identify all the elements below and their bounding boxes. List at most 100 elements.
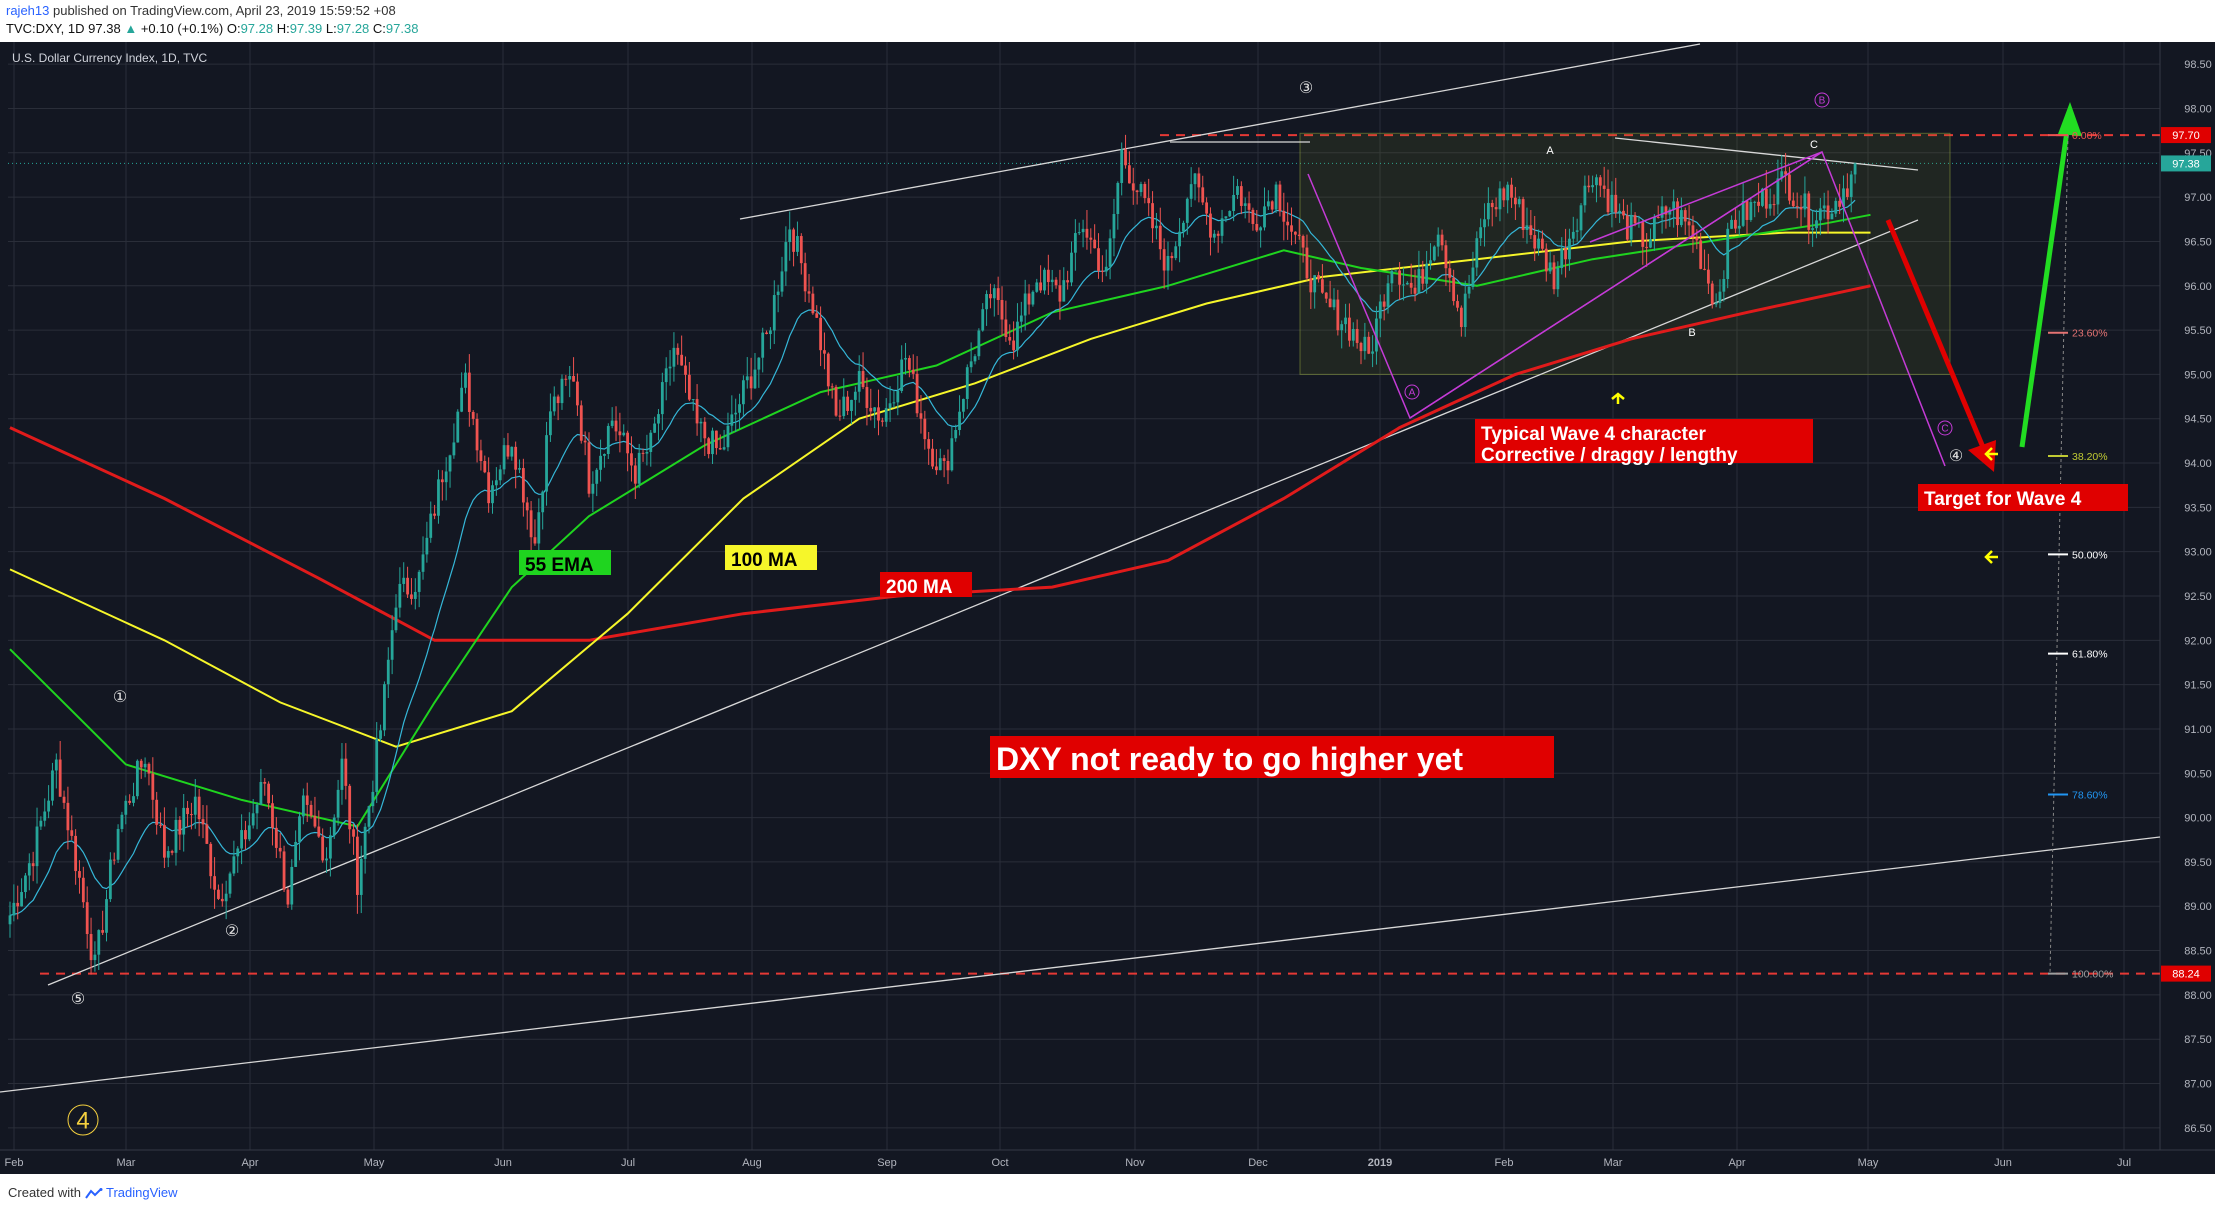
candle-body xyxy=(31,863,35,867)
candle-body xyxy=(1432,246,1436,261)
candle-body xyxy=(819,317,822,351)
candle-body xyxy=(657,414,660,424)
candle-body xyxy=(749,376,753,389)
candle-body xyxy=(687,374,691,400)
candle-body xyxy=(568,375,572,380)
candle-body xyxy=(1043,269,1046,291)
candle-body xyxy=(124,800,128,815)
candle-body xyxy=(1135,190,1139,193)
candle-body xyxy=(1286,221,1290,226)
candle-body xyxy=(1429,260,1432,264)
candle-body xyxy=(1691,225,1695,238)
time-tick-label: May xyxy=(1858,1157,1879,1169)
candle-body xyxy=(1386,283,1390,307)
candle-body xyxy=(525,502,529,511)
candle-body xyxy=(487,472,491,504)
candle-body xyxy=(595,469,599,484)
price-axis[interactable]: 98.5098.0097.5097.0096.5096.0095.5095.00… xyxy=(2159,42,2215,1174)
wave-label: ① xyxy=(113,689,127,706)
candle-body xyxy=(1290,225,1293,232)
time-tick-label: Sep xyxy=(877,1157,897,1169)
candle-body xyxy=(1139,184,1143,193)
candle-body xyxy=(1761,188,1764,206)
candle-body xyxy=(1618,210,1622,213)
candle-body xyxy=(236,848,240,857)
candle-body xyxy=(1131,183,1135,191)
candle-body xyxy=(1830,213,1834,220)
chart-svg[interactable]: 98.5098.0097.5097.0096.5096.0095.5095.00… xyxy=(0,42,2215,1174)
candle-body xyxy=(155,799,159,825)
candle-body xyxy=(81,877,85,903)
candle-body xyxy=(915,373,919,414)
candle-body xyxy=(421,554,425,572)
candle-body xyxy=(1672,201,1676,210)
candle-body xyxy=(618,431,622,436)
candle-body xyxy=(699,421,703,424)
fib-trend-line xyxy=(2049,135,2069,974)
candle-body xyxy=(471,411,475,419)
wave4-char-label-box xyxy=(1475,419,1813,463)
yellow-up-arrow-icon xyxy=(1611,392,1625,404)
time-tick-label: Jul xyxy=(621,1157,635,1169)
time-tick-label: Apr xyxy=(241,1157,258,1169)
candle-body xyxy=(1390,270,1394,284)
candle-body xyxy=(1568,238,1571,260)
price-tick-label: 86.50 xyxy=(2184,1123,2212,1135)
circled-c-label-circle xyxy=(1937,420,1953,436)
wave4-char-label-line: Corrective / draggy / lengthy xyxy=(1481,445,1738,466)
candle-body xyxy=(263,781,267,784)
candle-body xyxy=(1421,269,1425,284)
candle-body xyxy=(35,826,39,867)
publish-text: published on TradingView.com, April 23, … xyxy=(49,3,396,18)
candle-body xyxy=(1799,206,1803,210)
candle-body xyxy=(1344,317,1347,325)
abc-label: B xyxy=(1688,327,1695,339)
candle-body xyxy=(1066,280,1070,283)
candle-body xyxy=(1201,187,1205,203)
circled-a-label: A xyxy=(1409,388,1416,399)
candle-body xyxy=(1660,206,1664,218)
candle-body xyxy=(1054,279,1058,286)
author-link[interactable]: rajeh13 xyxy=(6,3,50,18)
candle-body xyxy=(1579,205,1583,231)
candle-body xyxy=(105,899,108,933)
candle-body xyxy=(1027,293,1031,305)
price-tick-label: 97.00 xyxy=(2184,192,2212,204)
candle-body xyxy=(1382,301,1386,307)
candle-body xyxy=(274,827,278,848)
candle-body xyxy=(166,851,170,858)
long-term-trendline xyxy=(0,836,2161,1093)
tradingview-link[interactable]: TradingView xyxy=(105,1185,178,1200)
candle-body xyxy=(850,399,853,411)
change-text: +0.10 (+0.1%) xyxy=(140,21,224,36)
candle-body xyxy=(1293,231,1297,235)
candle-body xyxy=(1529,225,1533,236)
time-axis-background[interactable] xyxy=(0,1150,2215,1174)
triangle-upper-line xyxy=(1614,137,1919,171)
candle-body xyxy=(1737,225,1741,229)
candle-body xyxy=(1394,270,1398,272)
candle-body xyxy=(1494,207,1498,210)
candle-body xyxy=(1456,301,1459,308)
low-label: L: xyxy=(325,21,337,36)
candle-body xyxy=(340,758,344,790)
candle-body xyxy=(1668,209,1672,215)
candle-body xyxy=(159,824,162,826)
candle-body xyxy=(1602,185,1606,189)
candle-body xyxy=(440,479,444,483)
price-axis-background[interactable] xyxy=(2160,42,2215,1174)
chart-area[interactable]: 98.50 98.00 97.50 97.00 96.50 96.00 95.50 95.00… xyxy=(0,42,2215,1174)
candle-body xyxy=(1120,149,1124,183)
time-tick-label: Apr xyxy=(1728,1157,1745,1169)
fib-level-label: 0.00% xyxy=(2072,130,2102,142)
time-axis[interactable]: Feb Mar Apr May Jun Jul Aug Sep Oct Nov Dec 2019 Feb… xyxy=(0,1149,2215,1174)
candle-body xyxy=(39,820,43,827)
candle-body xyxy=(1780,171,1784,179)
time-tick-label: Jun xyxy=(1994,1157,2012,1169)
candle-body xyxy=(1552,262,1556,290)
candle-body xyxy=(653,423,657,433)
candle-body xyxy=(213,876,216,890)
candle-body xyxy=(1236,186,1239,195)
candle-body xyxy=(240,830,243,849)
time-tick-label: Dec xyxy=(1248,1157,1268,1169)
